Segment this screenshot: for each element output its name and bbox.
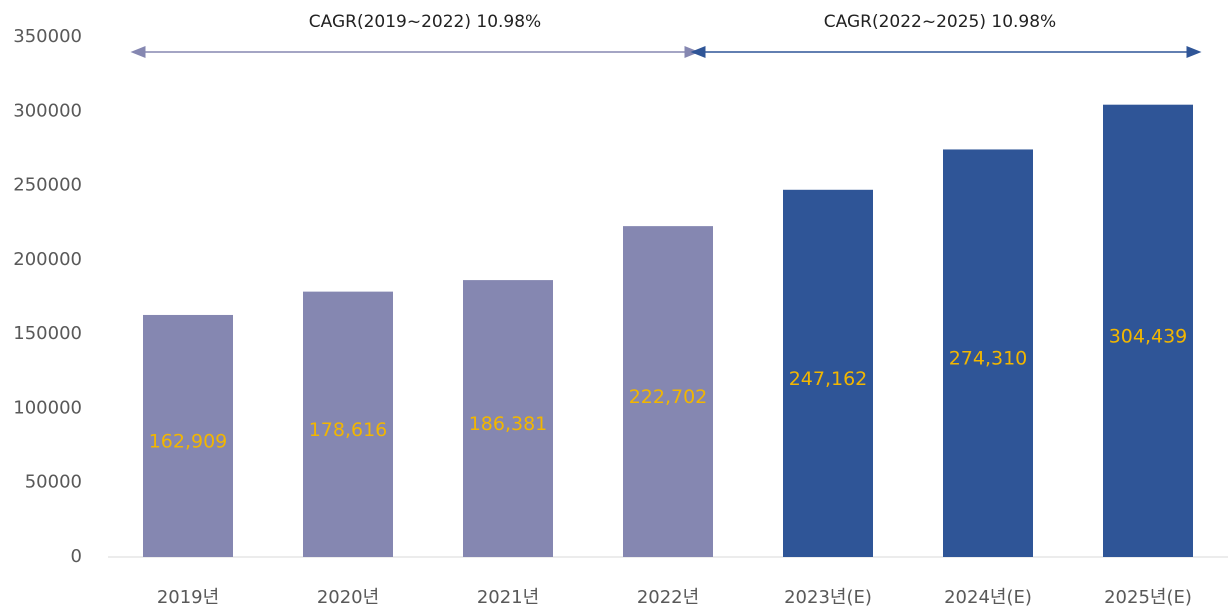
bar [623,226,713,557]
y-tick-label: 250000 [13,175,82,196]
y-tick-label: 350000 [13,26,82,47]
data-label: 178,616 [309,419,388,441]
y-tick-label: 300000 [13,100,82,121]
y-tick-label: 100000 [13,397,82,418]
bar [1103,104,1193,558]
annotation: CAGR(2019~2022) 10.98% [309,12,541,32]
data-label: 162,909 [149,430,228,452]
data-label: 274,310 [949,348,1028,370]
y-tick-label: 150000 [13,323,82,344]
bar [463,280,553,557]
x-tick-label: 2020년 [317,587,379,608]
y-tick-label: 50000 [25,472,82,493]
annotation: CAGR(2022~2025) 10.98% [824,12,1056,32]
bar [303,291,393,557]
x-tick-label: 2024년(E) [944,587,1032,608]
bar [943,149,1033,557]
x-tick-label: 2019년 [157,587,219,608]
x-tick-label: 2021년 [477,587,539,608]
data-label: 222,702 [629,386,708,408]
x-tick-label: 2025년(E) [1104,587,1192,608]
data-label: 247,162 [789,368,868,390]
data-label: 304,439 [1109,325,1188,347]
bar [143,314,233,557]
x-tick-label: 2022년 [637,587,699,608]
bar [783,189,873,557]
data-label: 186,381 [469,413,548,435]
y-tick-label: 0 [71,546,82,567]
y-tick-label: 200000 [13,249,82,270]
x-tick-label: 2023년(E) [784,587,872,608]
